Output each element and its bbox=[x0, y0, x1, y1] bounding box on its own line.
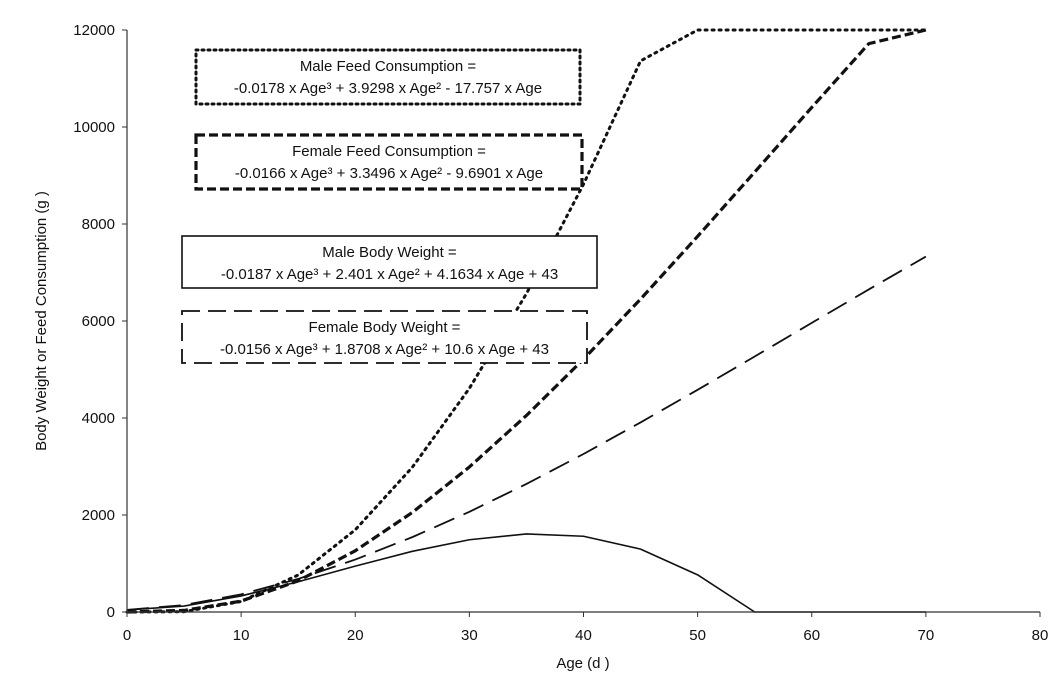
annotation-line2: -0.0166 x Age³ + 3.3496 x Age² - 9.6901 … bbox=[235, 165, 543, 182]
annotation-line2: -0.0187 x Age³ + 2.401 x Age² + 4.1634 x… bbox=[221, 266, 558, 283]
y-tick-label: 6000 bbox=[82, 313, 115, 330]
y-tick-label: 8000 bbox=[82, 216, 115, 233]
annotation-box bbox=[181, 235, 598, 289]
series-line-male-feed bbox=[125, 28, 928, 614]
annotation-male-body-weight: Male Body Weight = -0.0187 x Age³ + 2.401… bbox=[181, 235, 598, 289]
annotation-line1: Female Body Weight = bbox=[309, 319, 461, 336]
x-tick-label: 0 bbox=[123, 627, 131, 644]
y-tick-label: 4000 bbox=[82, 410, 115, 427]
annotations-layer: Male Feed Consumption = -0.0178 x Age³ + … bbox=[181, 48, 598, 364]
annotation-line1: Female Feed Consumption = bbox=[292, 143, 486, 160]
series-line-female-body-weight bbox=[126, 255, 927, 611]
annotation-female-feed: Female Feed Consumption = -0.0166 x Age³ … bbox=[194, 133, 584, 191]
x-tick-label: 50 bbox=[689, 627, 706, 644]
annotation-box bbox=[181, 310, 588, 364]
x-tick-label: 60 bbox=[803, 627, 820, 644]
y-tick-label: 0 bbox=[107, 604, 115, 621]
annotation-line2: -0.0156 x Age³ + 1.8708 x Age² + 10.6 x … bbox=[220, 341, 549, 358]
x-tick-label: 40 bbox=[575, 627, 592, 644]
x-tick-label: 10 bbox=[233, 627, 250, 644]
series-line-female-feed bbox=[126, 28, 927, 614]
x-tick-label: 20 bbox=[347, 627, 364, 644]
annotation-male-feed: Male Feed Consumption = -0.0178 x Age³ + … bbox=[194, 48, 582, 106]
x-tick-label: 30 bbox=[461, 627, 478, 644]
annotation-line2: -0.0178 x Age³ + 3.9298 x Age² - 17.757 … bbox=[234, 80, 542, 97]
y-tick-label: 2000 bbox=[82, 507, 115, 524]
ticks-layer: 0 10 20 30 40 50 60 70 80 0 2000 4000 6000 8000 10000 1… bbox=[73, 22, 1048, 644]
annotation-female-body-weight: Female Body Weight = -0.0156 x Age³ + 1.8… bbox=[181, 310, 588, 364]
x-tick-label: 80 bbox=[1032, 627, 1049, 644]
annotation-box bbox=[194, 133, 584, 191]
x-axis-title: Age (d ) bbox=[556, 655, 609, 672]
y-tick-label: 12000 bbox=[73, 22, 115, 39]
annotation-line1: Male Feed Consumption = bbox=[300, 58, 477, 75]
annotation-line1: Male Body Weight = bbox=[322, 244, 457, 261]
y-tick-label: 10000 bbox=[73, 119, 115, 136]
y-axis-title: Body Weight or Feed Consumption (g ) bbox=[33, 191, 50, 451]
x-tick-label: 70 bbox=[918, 627, 935, 644]
annotation-box bbox=[194, 48, 582, 106]
